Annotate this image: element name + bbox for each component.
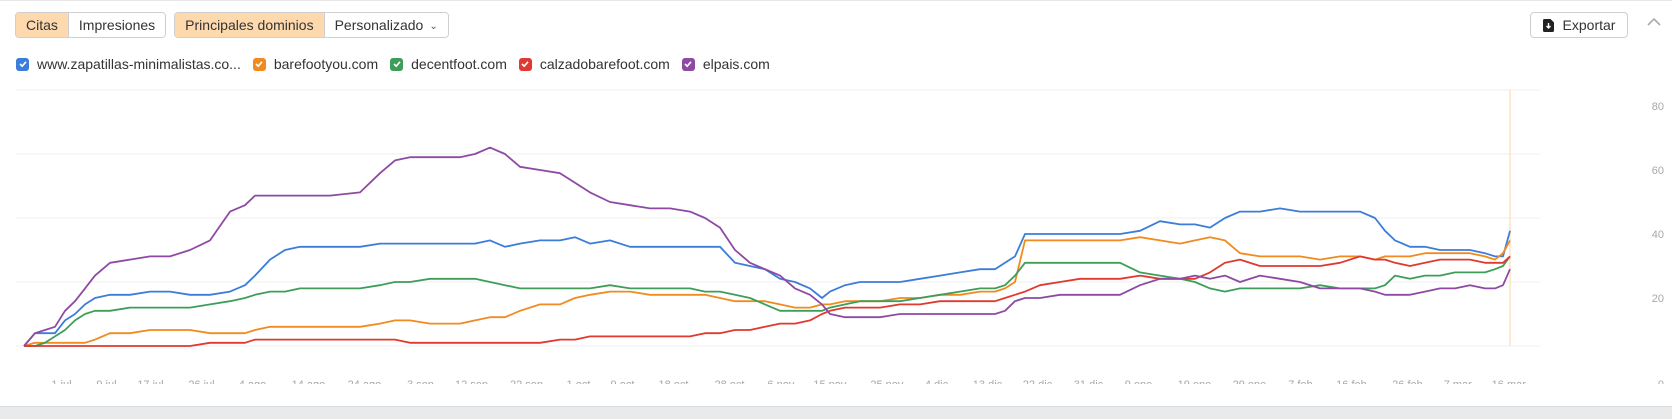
- legend-label: barefootyou.com: [273, 56, 379, 72]
- x-tick-label: 25 nov.: [870, 379, 905, 384]
- series-line[interactable]: [23, 146, 1511, 347]
- legend-item-barefootyou[interactable]: barefootyou.com: [252, 56, 379, 72]
- checkbox-checked-icon[interactable]: [681, 57, 695, 71]
- checkbox-checked-icon[interactable]: [390, 57, 404, 71]
- tab-principales-dominios[interactable]: Principales dominios: [175, 13, 324, 37]
- legend-label: decentfoot.com: [411, 56, 507, 72]
- y-tick-label: 0: [1658, 379, 1664, 384]
- y-tick-label: 60: [1652, 165, 1664, 177]
- x-tick-label: 9 jul.: [96, 379, 119, 384]
- top-divider: [0, 0, 1672, 1]
- x-tick-label: 9 ene.: [1125, 379, 1156, 384]
- line-chart[interactable]: 1 jul. 9 jul. 17 jul. 26 jul. 4 ago. 14 ago. 2…: [0, 84, 1672, 384]
- legend-label: calzadobarefoot.com: [539, 56, 670, 72]
- series-line[interactable]: [24, 255, 1511, 347]
- x-tick-label: 26 feb.: [1392, 379, 1426, 384]
- tab-citas[interactable]: Citas: [16, 13, 68, 37]
- checkbox-checked-icon[interactable]: [518, 57, 532, 71]
- checkbox-checked-icon[interactable]: [252, 57, 266, 71]
- x-tick-label: 7 mar.: [1444, 379, 1475, 384]
- legend-item-elpais[interactable]: elpais.com: [681, 56, 770, 72]
- legend-label: elpais.com: [702, 56, 770, 72]
- chart-series: [23, 146, 1511, 347]
- personalizado-label: Personalizado: [334, 17, 424, 33]
- chevron-down-icon: ⌄: [429, 21, 438, 32]
- footer-bar: [0, 406, 1672, 419]
- legend-item-zapatillas[interactable]: www.zapatillas-minimalistas.co...: [16, 56, 241, 72]
- x-tick-label: 18 oct.: [658, 379, 691, 384]
- x-tick-label: 6 nov.: [767, 379, 796, 384]
- metric-toggle: Citas Impresiones: [15, 12, 167, 38]
- x-tick-label: 22 dic.: [1023, 379, 1055, 384]
- x-tick-label: 7 feb.: [1288, 379, 1316, 384]
- x-tick-label: 19 ene.: [1178, 379, 1215, 384]
- export-button[interactable]: Exportar: [1530, 12, 1628, 38]
- x-tick-label: 29 ene.: [1233, 379, 1270, 384]
- x-tick-label: 16 feb.: [1336, 379, 1370, 384]
- x-tick-label: 15 nov.: [813, 379, 848, 384]
- tab-personalizado[interactable]: Personalizado ⌄: [323, 13, 448, 37]
- x-tick-label: 17 jul.: [137, 379, 166, 384]
- x-tick-label: 9 oct.: [611, 379, 638, 384]
- y-tick-label: 40: [1652, 229, 1664, 241]
- x-tick-label: 4 ago.: [239, 379, 270, 384]
- chart-legend: www.zapatillas-minimalistas.co... barefo…: [16, 54, 770, 74]
- legend-item-calzadobarefoot[interactable]: calzadobarefoot.com: [518, 56, 670, 72]
- x-tick-label: 1 oct.: [567, 379, 594, 384]
- download-file-icon: [1542, 18, 1554, 32]
- x-tick-label: 14 ago.: [292, 379, 329, 384]
- x-tick-label: 24 ago.: [348, 379, 385, 384]
- legend-label: www.zapatillas-minimalistas.co...: [37, 56, 241, 72]
- chart-toolbar: Citas Impresiones Principales dominios P…: [15, 12, 449, 38]
- x-tick-label: 28 oct.: [714, 379, 747, 384]
- tab-impresiones[interactable]: Impresiones: [67, 13, 166, 37]
- checkbox-checked-icon[interactable]: [16, 57, 29, 71]
- scope-toggle: Principales dominios Personalizado ⌄: [174, 12, 449, 38]
- chart-grid: [16, 89, 1540, 347]
- series-line[interactable]: [24, 255, 1511, 347]
- legend-item-decentfoot[interactable]: decentfoot.com: [390, 56, 507, 72]
- y-axis: 0 20 40 60 80: [1652, 101, 1664, 384]
- x-axis: 1 jul. 9 jul. 17 jul. 26 jul. 4 ago. 14 ago. 2…: [51, 379, 1528, 384]
- export-label: Exportar: [1562, 17, 1616, 33]
- x-tick-label: 12 sep.: [455, 379, 491, 384]
- x-tick-label: 16 mar.: [1492, 379, 1529, 384]
- x-tick-label: 3 sep.: [407, 379, 437, 384]
- series-line[interactable]: [23, 207, 1511, 347]
- x-tick-label: 31 dic.: [1074, 379, 1106, 384]
- y-tick-label: 80: [1652, 101, 1664, 113]
- chevron-up-icon[interactable]: [1646, 14, 1662, 30]
- x-tick-label: 1 jul.: [51, 379, 74, 384]
- x-tick-label: 13 dic.: [973, 379, 1005, 384]
- y-tick-label: 20: [1652, 293, 1664, 305]
- x-tick-label: 4 dic.: [925, 379, 951, 384]
- x-tick-label: 22 sep.: [510, 379, 546, 384]
- x-tick-label: 26 jul.: [188, 379, 217, 384]
- series-line[interactable]: [23, 236, 1511, 347]
